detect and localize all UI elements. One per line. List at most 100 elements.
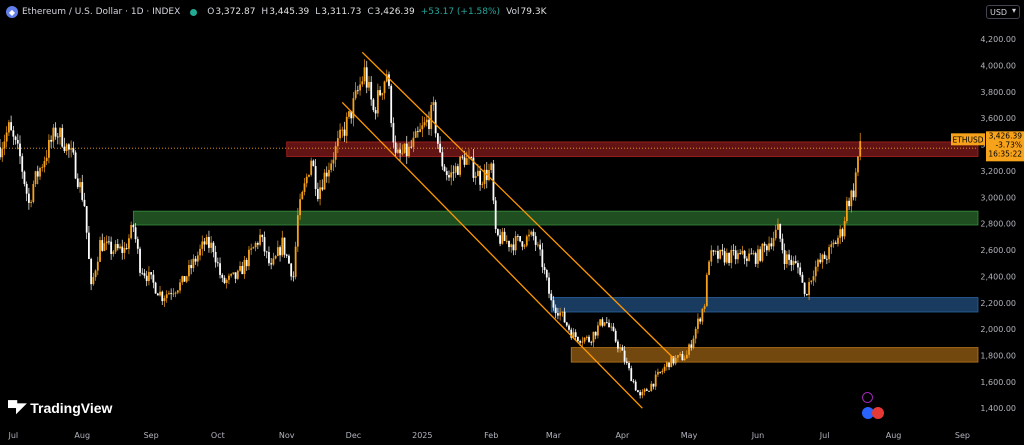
candle bbox=[254, 242, 257, 248]
currency-select[interactable]: USD bbox=[986, 5, 1020, 19]
candle bbox=[121, 246, 124, 253]
candle bbox=[334, 146, 337, 160]
time-tick-label: Aug bbox=[74, 431, 90, 440]
change-value: +53.17 (+1.58%) bbox=[420, 7, 501, 17]
candle bbox=[516, 235, 519, 237]
volume-value: 79.3K bbox=[520, 7, 547, 17]
candle bbox=[572, 332, 575, 338]
channel-upper-line bbox=[361, 51, 674, 359]
candle bbox=[425, 119, 428, 123]
candle bbox=[145, 275, 148, 282]
candle bbox=[241, 266, 244, 275]
candle bbox=[734, 250, 737, 260]
candle bbox=[341, 129, 344, 131]
candle bbox=[725, 252, 728, 263]
candle bbox=[703, 306, 706, 309]
candle bbox=[712, 250, 715, 252]
candle bbox=[354, 90, 357, 99]
candle bbox=[274, 255, 277, 259]
candle bbox=[657, 371, 659, 375]
candle bbox=[7, 122, 10, 133]
candle bbox=[39, 168, 41, 177]
candle bbox=[412, 137, 415, 147]
candle bbox=[730, 250, 733, 263]
close-label: C bbox=[367, 7, 374, 17]
candle bbox=[674, 357, 677, 364]
candle bbox=[561, 311, 564, 313]
candle bbox=[436, 133, 439, 144]
candle bbox=[630, 368, 633, 382]
candle bbox=[583, 337, 586, 342]
resistance-zone bbox=[286, 141, 979, 157]
candle bbox=[801, 274, 804, 283]
open-value: 3,372.87 bbox=[215, 7, 256, 17]
support-zone-green bbox=[132, 210, 979, 226]
candle bbox=[385, 74, 388, 82]
candle bbox=[832, 242, 835, 245]
candle bbox=[374, 110, 377, 114]
candle bbox=[19, 143, 21, 157]
candle bbox=[172, 293, 175, 295]
time-tick-label: Feb bbox=[484, 431, 498, 440]
candle bbox=[90, 258, 93, 285]
candle bbox=[410, 146, 413, 148]
candle bbox=[625, 361, 628, 363]
time-tick-label: Sep bbox=[144, 431, 159, 440]
candle bbox=[132, 225, 135, 228]
candle bbox=[303, 183, 306, 192]
candle bbox=[21, 156, 24, 172]
candle bbox=[163, 298, 166, 302]
candle bbox=[623, 350, 626, 362]
candle bbox=[259, 234, 261, 245]
candle bbox=[0, 147, 1, 158]
candle bbox=[594, 331, 597, 336]
candle bbox=[250, 248, 253, 250]
candle bbox=[612, 326, 615, 331]
candle bbox=[619, 347, 622, 349]
candle bbox=[63, 146, 66, 152]
candle bbox=[628, 362, 630, 369]
candle bbox=[10, 122, 13, 131]
candle bbox=[788, 254, 790, 260]
candle bbox=[839, 229, 842, 238]
candle bbox=[739, 253, 742, 255]
candle bbox=[70, 148, 73, 150]
candle bbox=[659, 371, 662, 373]
candle bbox=[368, 81, 370, 88]
candle bbox=[554, 307, 557, 314]
time-tick-label: Mar bbox=[546, 431, 562, 440]
candle bbox=[316, 189, 319, 199]
candle bbox=[56, 136, 59, 138]
candle bbox=[225, 279, 228, 283]
tradingview-logo[interactable]: ▀◤ TradingView bbox=[8, 400, 112, 416]
candle bbox=[710, 250, 713, 262]
candle bbox=[521, 241, 524, 247]
candle bbox=[328, 169, 330, 177]
candle bbox=[852, 190, 855, 198]
candle bbox=[236, 270, 239, 279]
candle bbox=[463, 157, 466, 165]
candle bbox=[677, 355, 679, 358]
volume-label: Vol bbox=[506, 7, 520, 17]
candle bbox=[103, 243, 106, 251]
symbol-title[interactable]: Ethereum / U.S. Dollar · 1D · INDEX bbox=[22, 7, 181, 17]
events-flags-icon[interactable] bbox=[862, 407, 886, 419]
open-label: O bbox=[207, 7, 215, 17]
candle bbox=[432, 102, 435, 105]
candle bbox=[119, 246, 121, 249]
candle bbox=[194, 258, 197, 262]
candle bbox=[214, 251, 217, 263]
candle bbox=[183, 276, 186, 282]
candle bbox=[541, 249, 544, 268]
candle bbox=[439, 143, 441, 153]
candle bbox=[470, 157, 473, 158]
candle bbox=[279, 247, 281, 256]
price-tick-label: 2,400.00 bbox=[980, 272, 1016, 281]
candle bbox=[5, 132, 8, 142]
candle bbox=[68, 144, 70, 150]
time-tick-label: Dec bbox=[346, 431, 361, 440]
candle bbox=[699, 318, 702, 322]
candle bbox=[379, 90, 381, 96]
lightning-icon[interactable] bbox=[862, 392, 873, 403]
